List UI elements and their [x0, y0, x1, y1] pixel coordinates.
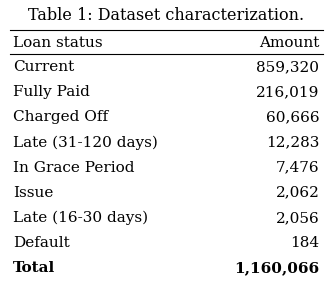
Text: Default: Default: [13, 236, 70, 250]
Text: Late (16-30 days): Late (16-30 days): [13, 211, 148, 225]
Text: Amount: Amount: [259, 36, 319, 50]
Text: Total: Total: [13, 261, 55, 275]
Text: 184: 184: [290, 236, 319, 250]
Text: Fully Paid: Fully Paid: [13, 85, 90, 99]
Text: In Grace Period: In Grace Period: [13, 161, 135, 175]
Text: Table 1: Dataset characterization.: Table 1: Dataset characterization.: [28, 7, 304, 24]
Text: 859,320: 859,320: [257, 60, 319, 74]
Text: Late (31-120 days): Late (31-120 days): [13, 135, 158, 150]
Text: 216,019: 216,019: [256, 85, 319, 99]
Text: 7,476: 7,476: [276, 161, 319, 175]
Text: Loan status: Loan status: [13, 36, 103, 50]
Text: 1,160,066: 1,160,066: [234, 261, 319, 275]
Text: Charged Off: Charged Off: [13, 110, 108, 124]
Text: 12,283: 12,283: [266, 136, 319, 150]
Text: Issue: Issue: [13, 186, 53, 200]
Text: 2,062: 2,062: [275, 186, 319, 200]
Text: 60,666: 60,666: [266, 110, 319, 124]
Text: 2,056: 2,056: [276, 211, 319, 225]
Text: Current: Current: [13, 60, 74, 74]
